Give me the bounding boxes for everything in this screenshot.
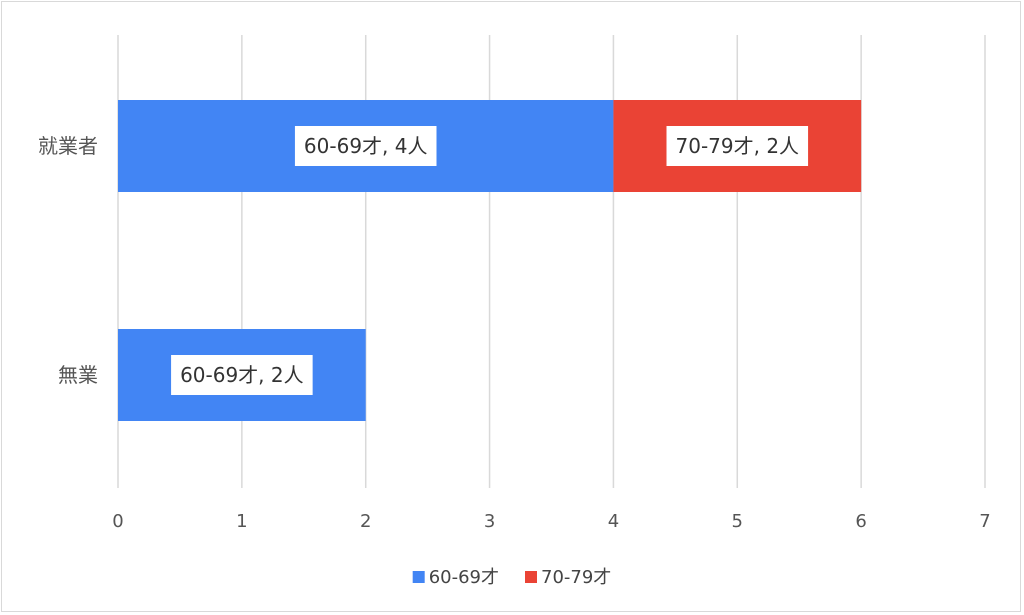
legend-label: 70-79才 xyxy=(541,567,611,588)
data-label-text: 60-69才, 4人 xyxy=(304,134,428,158)
data-label-0-0: 60-69才, 4人 xyxy=(294,126,437,166)
category-label-0: 就業者 xyxy=(38,134,98,158)
data-label-box xyxy=(294,126,437,166)
x-tick-label-7: 7 xyxy=(979,511,990,532)
x-tick-label-3: 3 xyxy=(484,511,495,532)
data-label-1-0: 60-69才, 2人 xyxy=(171,355,313,395)
x-tick-label-1: 1 xyxy=(236,511,247,532)
data-label-box xyxy=(171,355,313,395)
x-tick-label-0: 0 xyxy=(112,511,123,532)
x-tick-label-2: 2 xyxy=(360,511,371,532)
category-label-1: 無業 xyxy=(58,363,98,387)
data-label-text: 60-69才, 2人 xyxy=(180,363,304,387)
x-tick-label-4: 4 xyxy=(608,511,619,532)
x-tick-label-5: 5 xyxy=(732,511,743,532)
legend-swatch xyxy=(412,571,425,583)
legend-label: 60-69才 xyxy=(429,567,499,588)
legend-item-1: 70-79才 xyxy=(525,567,611,588)
data-label-box xyxy=(666,126,809,166)
legend-item-0: 60-69才 xyxy=(412,567,499,588)
data-labels: 60-69才, 4人 70-79才, 2人 60-69才, 2人 xyxy=(171,126,809,395)
legend: 60-69才 70-79才 xyxy=(412,567,611,588)
data-label-text: 70-79才, 2人 xyxy=(676,134,800,158)
legend-swatch xyxy=(525,571,537,583)
x-tick-label-6: 6 xyxy=(855,511,866,532)
data-label-0-1: 70-79才, 2人 xyxy=(666,126,809,166)
